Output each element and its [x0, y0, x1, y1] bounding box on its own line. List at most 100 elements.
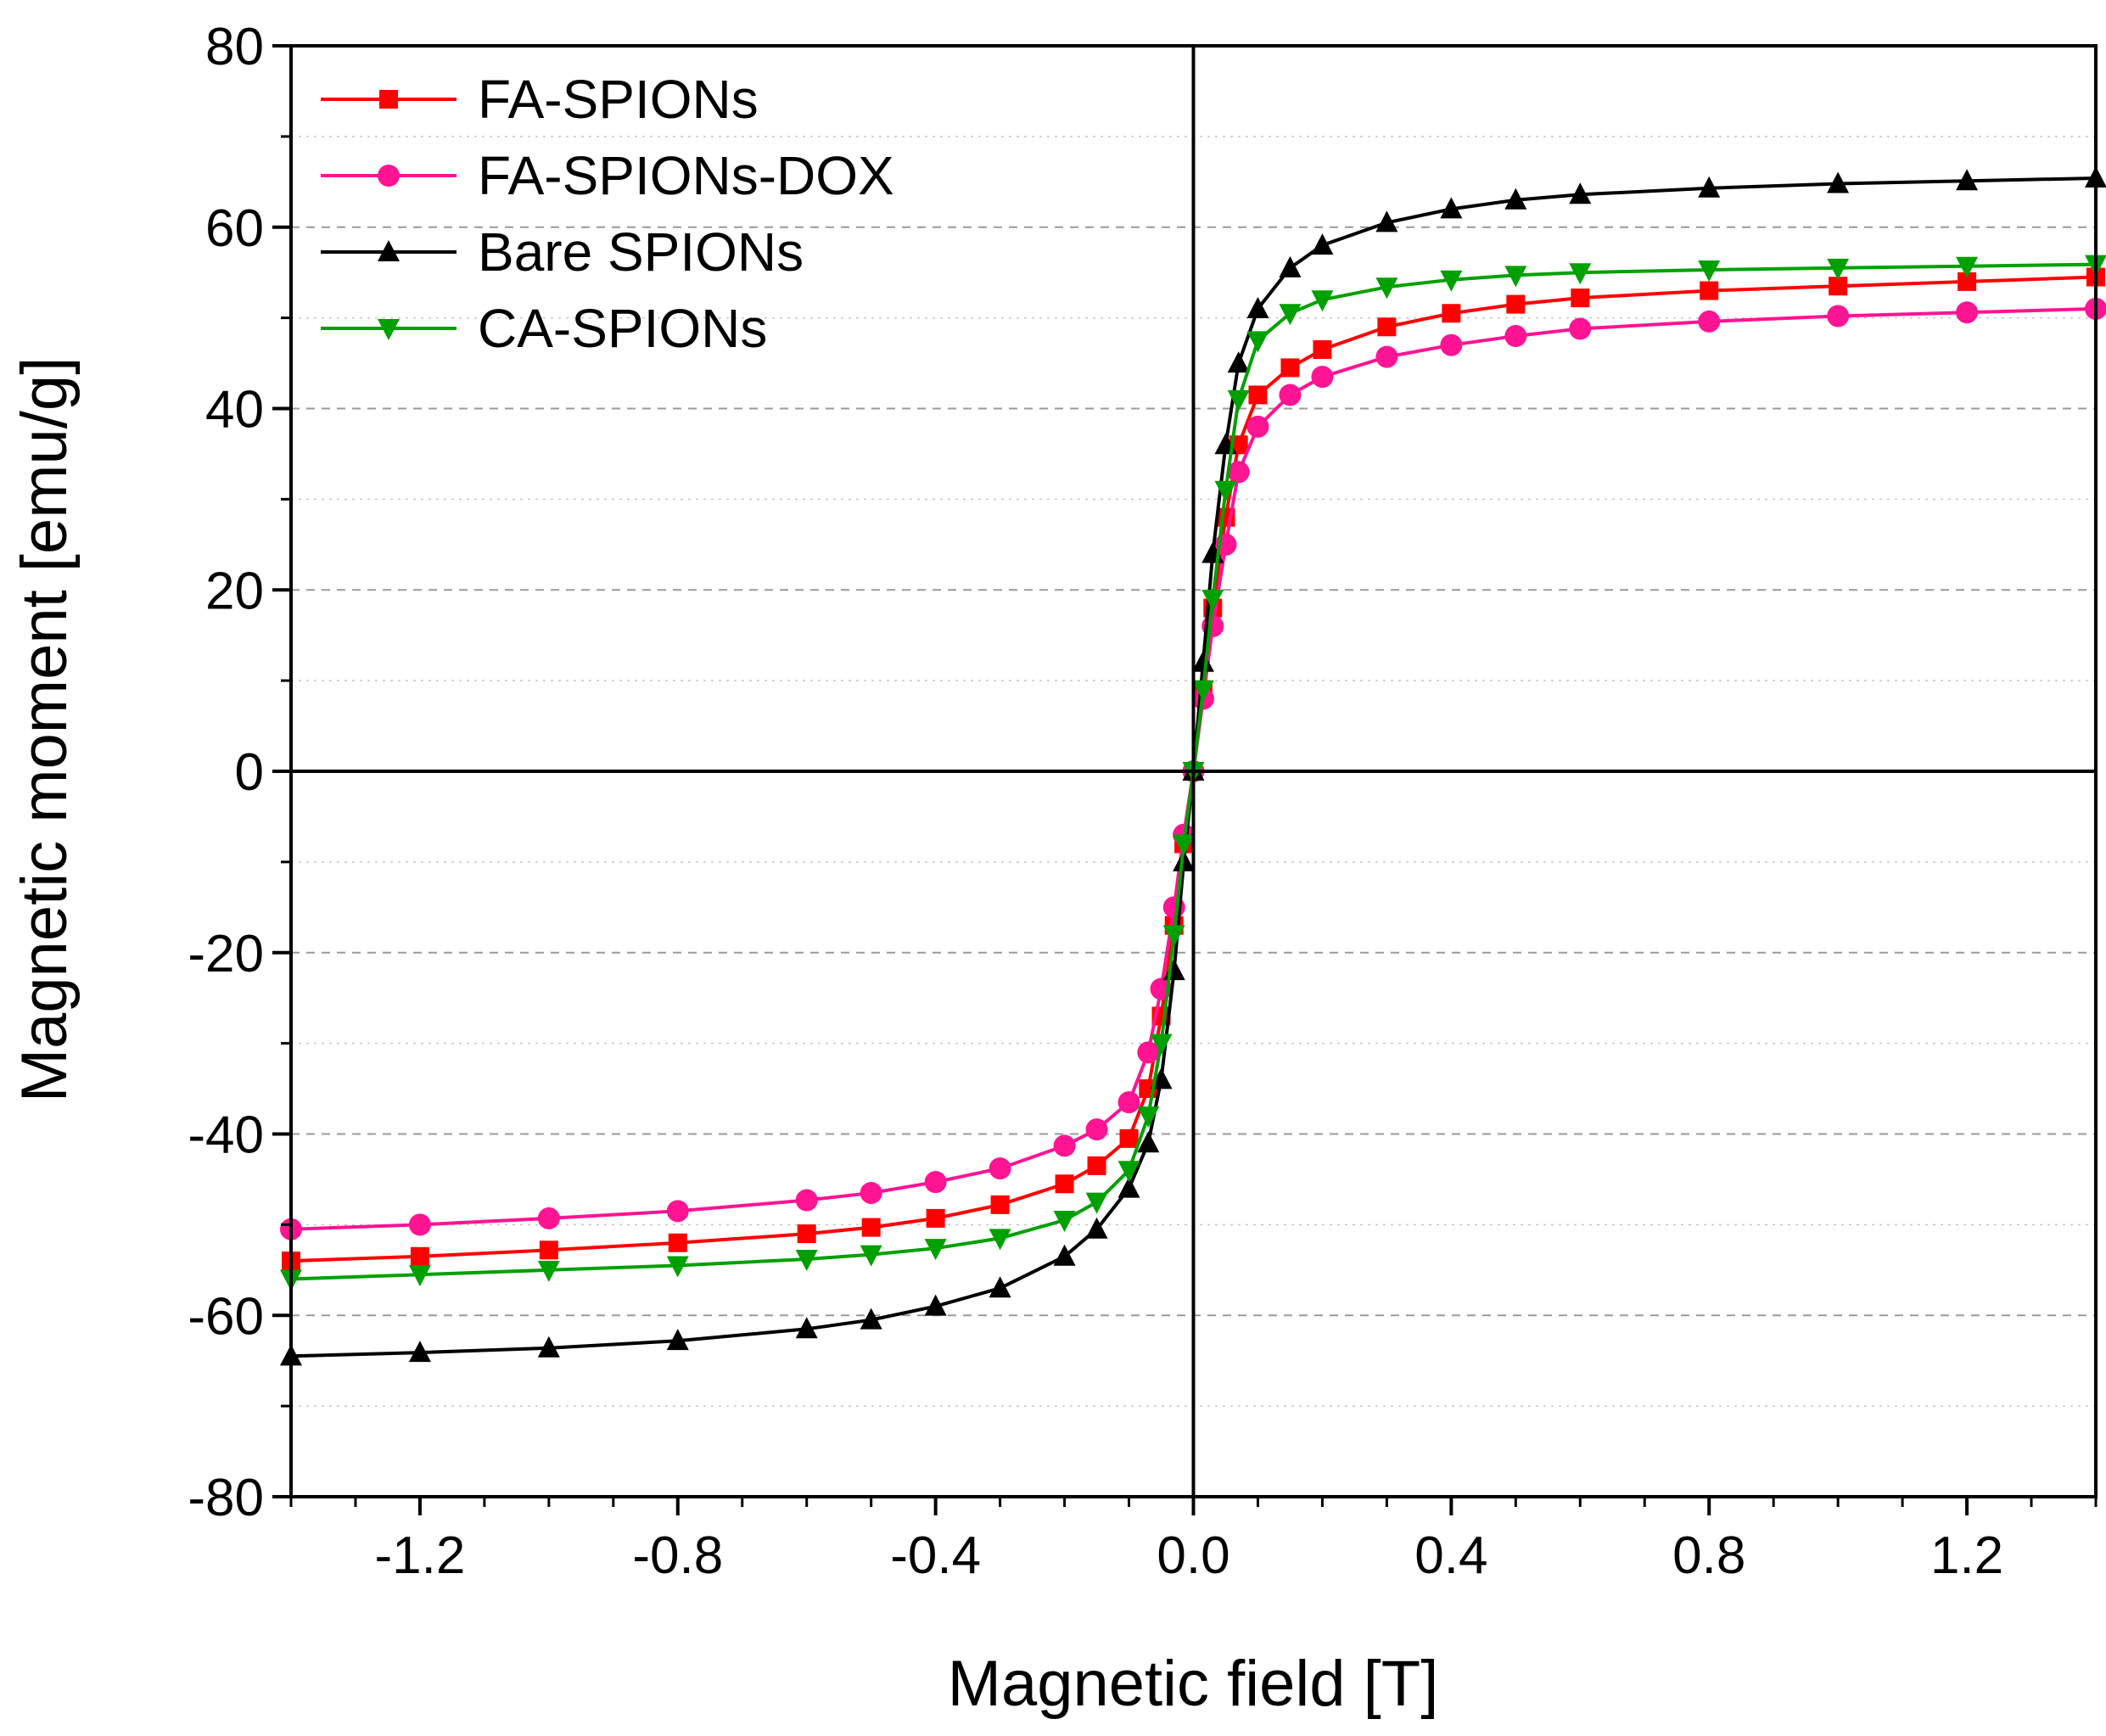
data-point	[860, 1181, 882, 1204]
data-point	[1279, 384, 1302, 406]
data-point	[1162, 925, 1185, 947]
data-point	[1504, 325, 1527, 347]
data-point	[1375, 277, 1398, 300]
data-point	[1053, 1211, 1076, 1233]
axes: -80 -60 -40 -20 0 20 40 60 80 -1.2 -0.8 -0.4 0.0 0.4 0…	[188, 18, 2098, 1585]
data-point	[1956, 169, 1979, 191]
data-point	[861, 1218, 881, 1237]
data-point	[795, 1317, 818, 1339]
data-point	[1698, 176, 1721, 198]
data-point	[1569, 182, 1592, 204]
x-tick-label: 0.0	[1157, 1526, 1229, 1585]
data-point	[1375, 210, 1398, 232]
data-point	[1280, 358, 1300, 378]
data-point	[1085, 1217, 1108, 1239]
data-point	[1569, 317, 1592, 340]
data-point	[1311, 290, 1334, 312]
data-point	[1571, 288, 1590, 308]
data-point	[537, 1207, 560, 1229]
legend-entry: CA-SPIONs	[321, 298, 767, 359]
data-point	[1956, 301, 1979, 324]
data-point	[1440, 333, 1463, 356]
y-tick-label: 20	[205, 562, 264, 620]
data-point	[989, 1157, 1011, 1180]
data-point	[1569, 263, 1592, 285]
legend: FA-SPIONs FA-SPIONs-DOX Bare SPIONs CA-SPIO…	[321, 69, 894, 359]
data-point	[1150, 1033, 1173, 1056]
data-point	[666, 1256, 689, 1278]
data-point	[1227, 389, 1250, 412]
data-point	[924, 1239, 947, 1261]
x-axis-title: Magnetic field [T]	[948, 1648, 1439, 1720]
x-tick-label: 1.2	[1930, 1526, 2003, 1585]
data-point	[1214, 480, 1237, 502]
legend-entry: Bare SPIONs	[321, 221, 804, 283]
data-point	[926, 1208, 945, 1228]
legend-marker	[378, 240, 400, 261]
data-point	[1246, 296, 1269, 318]
data-point	[1442, 304, 1461, 323]
data-point	[1173, 834, 1196, 856]
data-point	[666, 1329, 689, 1351]
y-tick-label: 60	[205, 199, 264, 258]
data-point	[1279, 255, 1302, 277]
data-point	[990, 1195, 1010, 1214]
data-point	[924, 1171, 947, 1194]
data-point	[1246, 415, 1269, 438]
y-tick-label: 0	[235, 743, 264, 802]
data-point	[1440, 197, 1463, 219]
data-point	[1504, 188, 1527, 210]
y-tick-label: -40	[188, 1106, 264, 1165]
legend-label: FA-SPIONs	[478, 69, 759, 130]
legend-marker	[378, 165, 400, 187]
x-tick-label: -0.8	[632, 1526, 723, 1585]
data-point	[539, 1240, 558, 1260]
data-point	[1375, 345, 1398, 368]
data-point	[1053, 1134, 1076, 1157]
data-point	[1137, 1131, 1160, 1153]
legend-label: FA-SPIONs-DOX	[478, 145, 894, 206]
data-point	[860, 1308, 882, 1330]
data-point	[1117, 1161, 1140, 1183]
data-point	[1191, 680, 1214, 702]
data-point	[1085, 1192, 1108, 1214]
data-point	[1700, 281, 1719, 300]
data-point	[1279, 304, 1302, 326]
legend-label: Bare SPIONs	[478, 221, 804, 283]
data-point	[924, 1294, 947, 1316]
x-tick-label: -0.4	[890, 1526, 981, 1585]
data-point	[1173, 849, 1196, 871]
data-point	[1504, 266, 1527, 288]
data-point	[1313, 340, 1332, 360]
data-point	[1053, 1244, 1076, 1266]
data-point	[666, 1200, 689, 1223]
data-point	[1698, 260, 1721, 282]
legend-entry: FA-SPIONs-DOX	[321, 145, 894, 206]
y-tick-label: -80	[188, 1469, 264, 1527]
data-point	[1085, 1118, 1108, 1141]
legend-entry: FA-SPIONs	[321, 69, 759, 130]
y-tick-label: -20	[188, 925, 264, 983]
x-tick-label: 0.4	[1414, 1526, 1487, 1585]
data-point	[408, 1213, 431, 1236]
y-tick-label: 80	[205, 18, 264, 76]
data-point	[1227, 461, 1250, 484]
data-point	[1137, 1041, 1160, 1064]
data-point	[1201, 589, 1224, 611]
data-point	[1055, 1174, 1074, 1194]
y-axis-title: Magnetic moment [emu/g]	[8, 357, 81, 1103]
data-point	[1958, 272, 1977, 291]
data-point	[1956, 256, 1979, 278]
data-point	[795, 1249, 818, 1271]
legend-marker	[378, 319, 400, 340]
data-point	[1377, 317, 1397, 337]
data-point	[860, 1245, 882, 1267]
data-point	[1827, 258, 1850, 280]
data-point	[1506, 294, 1526, 314]
data-point	[989, 1276, 1011, 1298]
data-point	[668, 1233, 687, 1252]
data-point	[1311, 366, 1334, 389]
data-point	[1440, 270, 1463, 292]
x-tick-label: 0.8	[1672, 1526, 1745, 1585]
